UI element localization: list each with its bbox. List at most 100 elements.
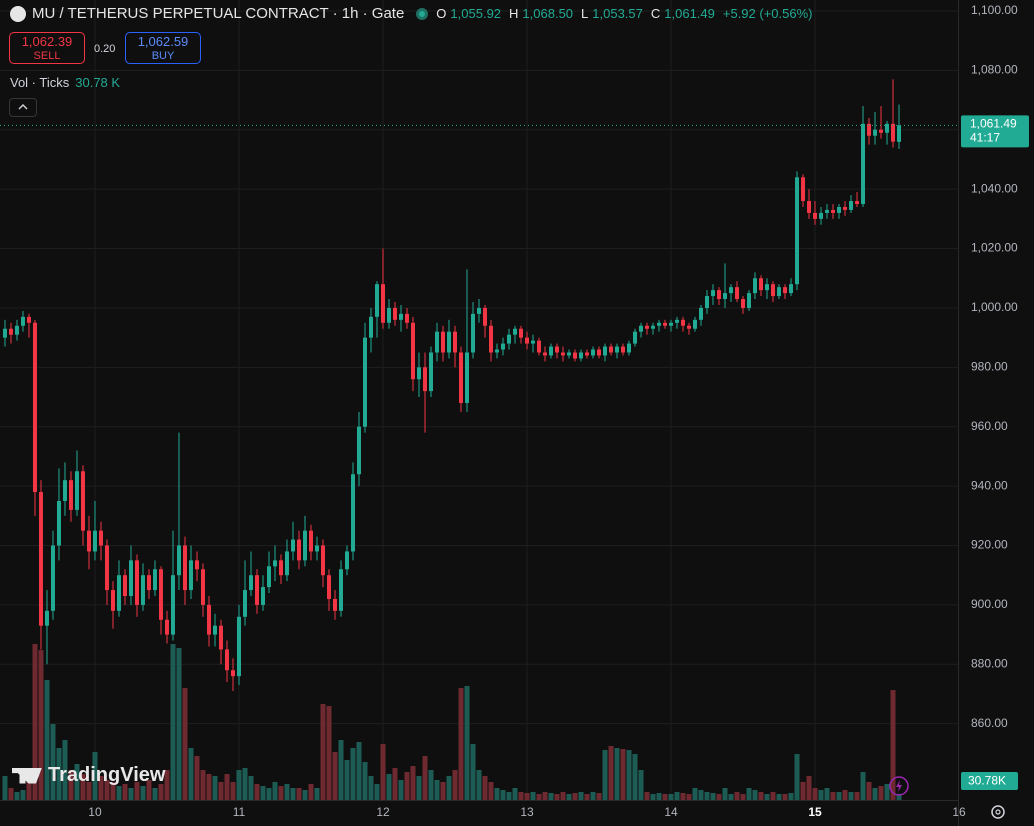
candle-body [470,313,475,353]
candle-body [561,352,566,356]
y-tick-label: 900.00 [971,597,1008,611]
volume-bar [866,782,872,800]
volume-bar [110,782,116,800]
candle-body [332,598,337,611]
volume-bar [134,782,140,800]
candle-body [855,201,860,205]
candle-body [320,545,325,576]
candle-body [735,287,740,300]
volume-bar [74,764,80,800]
candle-body [446,331,451,353]
volume-bar [584,794,590,800]
volume-bar [758,792,764,800]
symbol-title[interactable]: MU / TETHERUS PERPETUAL CONTRACT · 1h · … [32,5,405,22]
ohlc-label: C [650,6,661,21]
candle-body [849,201,854,210]
candle-body [519,328,524,338]
volume-bar [32,644,38,800]
buy-button[interactable]: 1,062.59 BUY [125,32,201,64]
candle-body [837,206,842,213]
volume-bar [794,754,800,800]
x-tick-label: 16 [952,805,966,819]
settings-icon-center [995,809,1001,815]
candle-body [248,575,253,591]
volume-bar [692,788,698,800]
y-tick-label: 980.00 [971,360,1008,374]
candle-body [843,206,848,210]
candle-body [458,352,463,403]
candle-body [753,278,758,294]
sell-price: 1,062.39 [21,34,73,49]
volume-bar [770,792,776,800]
volume-title: Vol · Ticks [10,75,70,90]
y-tick-label: 860.00 [971,716,1008,730]
candle-body [278,560,283,576]
candle-body [434,331,439,353]
volume-bar [212,776,218,800]
volume-bar [818,790,824,800]
candle-body [428,352,433,392]
candle-body [627,343,632,353]
ohlc-value: 1,068.50 [522,6,574,21]
volume-bar [308,784,314,800]
volume-bar [746,788,752,800]
volume-bar [878,786,884,800]
volume-bar [890,690,896,800]
candle-body [350,474,355,552]
volume-bar [740,794,746,800]
volume-bar [26,782,32,800]
volume-bar [668,794,674,800]
candle-body [699,307,704,320]
volume-bar [320,704,326,800]
candle-body [819,212,824,219]
volume-bar [680,793,686,800]
candle-body [392,307,397,320]
volume-bar [140,786,146,800]
candle-body [879,129,884,133]
candle-body [188,560,193,591]
volume-bar [98,776,104,800]
volume-bar [446,776,452,800]
volume-bar [254,784,260,800]
candle-body [2,328,7,338]
volume-bar [116,786,122,800]
volume-bar [782,794,788,800]
volume-bar [338,740,344,800]
collapse-button[interactable] [9,98,37,117]
volume-bar [530,792,536,800]
volume-bar [242,768,248,800]
candle-body [8,328,13,335]
volume-bar [38,650,44,800]
sell-button[interactable]: 1,062.39 SELL [9,32,85,64]
candle-body [813,212,818,219]
volume-bar [368,776,374,800]
x-tick-label: 13 [520,805,534,819]
y-tick-label: 1,080.00 [971,63,1018,77]
candle-body [795,177,800,285]
volume-bar [122,784,128,800]
candle-body [236,616,241,677]
candle-body [362,337,367,427]
volume-bar [422,756,428,800]
volume-bar [506,792,512,800]
candle-body [50,545,55,611]
candle-body [464,352,469,403]
volume-bar [194,756,200,800]
volume-bar [566,794,572,800]
volume-bar [830,792,836,800]
candle-body [681,319,686,326]
volume-bar [632,754,638,800]
volume-bar [50,724,56,800]
volume-bar [716,794,722,800]
candle-body [543,352,548,356]
candle-body [639,325,644,332]
buy-label: BUY [151,50,175,62]
volume-bar [218,782,224,800]
volume-bar [68,770,74,800]
candle-body [422,367,427,392]
buy-price: 1,062.59 [137,34,189,49]
volume-bar [614,748,620,800]
candle-body [404,313,409,323]
candle-body [140,575,145,605]
